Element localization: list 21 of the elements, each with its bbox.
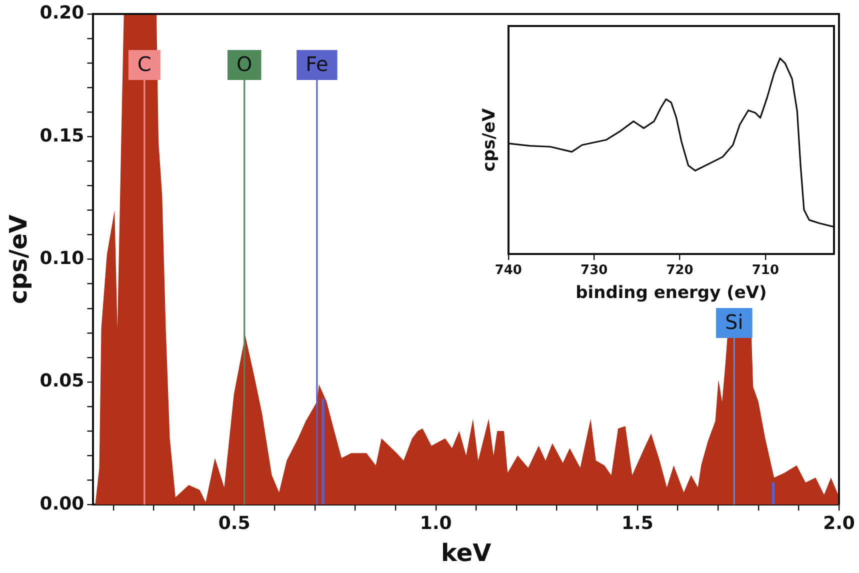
- x-tick-label: 720: [666, 263, 694, 278]
- ref-line-label: O: [236, 52, 252, 76]
- x-tick-label: 740: [494, 263, 522, 278]
- y-tick-label: 0.05: [40, 370, 84, 392]
- y-axis-title: cps/eV: [4, 214, 33, 304]
- x-tick-label: 730: [580, 263, 608, 278]
- x-tick-label: 2.0: [823, 513, 855, 534]
- y-axis-title: cps/eV: [480, 108, 500, 172]
- x-axis-title: keV: [441, 538, 492, 567]
- ref-line-label: Fe: [306, 52, 328, 76]
- ref-line-label: Si: [725, 310, 744, 334]
- x-tick-label: 710: [752, 263, 780, 278]
- y-tick-label: 0.10: [40, 248, 84, 269]
- x-tick-label: 0.5: [218, 513, 250, 534]
- ref-line-label: C: [137, 52, 152, 76]
- y-tick-label: 0.15: [40, 125, 84, 146]
- y-tick-label: 0.20: [40, 2, 84, 24]
- y-tick-label: 0.00: [40, 493, 84, 514]
- x-axis-title: binding energy (eV): [576, 283, 767, 304]
- x-tick-label: 1.5: [621, 513, 654, 534]
- x-tick-label: 1.0: [420, 513, 452, 534]
